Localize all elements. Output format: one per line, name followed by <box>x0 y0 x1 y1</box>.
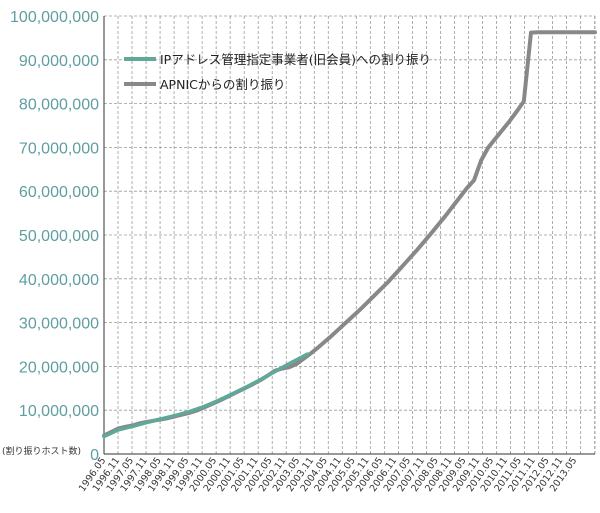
x-tick-labels: 1996.051996.111997.051997.111998.051998.… <box>77 455 580 493</box>
y-tick-labels: 0 10,000,000 20,000,000 30,000,000 40,000,00… <box>10 9 99 464</box>
y-tick-label: 0 <box>90 447 99 464</box>
legend: IPアドレス管理指定事業者(旧会員)への割り振り APNICからの割り振り <box>124 52 431 92</box>
horizontal-gridlines <box>104 15 595 411</box>
y-tick-label: 40,000,000 <box>19 272 99 289</box>
series-line-members <box>102 352 310 439</box>
y-tick-label: 20,000,000 <box>19 359 99 376</box>
legend-label-members: IPアドレス管理指定事業者(旧会員)への割り振り <box>160 52 431 67</box>
series-layer <box>102 30 597 439</box>
y-tick-label: 80,000,000 <box>19 97 99 114</box>
y-tick-label: 50,000,000 <box>19 228 99 245</box>
vertical-gridlines <box>117 16 596 454</box>
y-tick-label: 70,000,000 <box>19 140 99 157</box>
y-tick-label: 100,000,000 <box>10 9 99 26</box>
y-tick-label: 10,000,000 <box>19 403 99 420</box>
y-axis-unit-label: (割り振りホスト数) <box>2 445 81 457</box>
legend-label-apnic: APNICからの割り振り <box>160 77 285 92</box>
y-tick-label: 30,000,000 <box>19 316 99 333</box>
series-line-apnic <box>102 30 597 438</box>
y-tick-label: 90,000,000 <box>19 53 99 70</box>
y-tick-label: 60,000,000 <box>19 184 99 201</box>
